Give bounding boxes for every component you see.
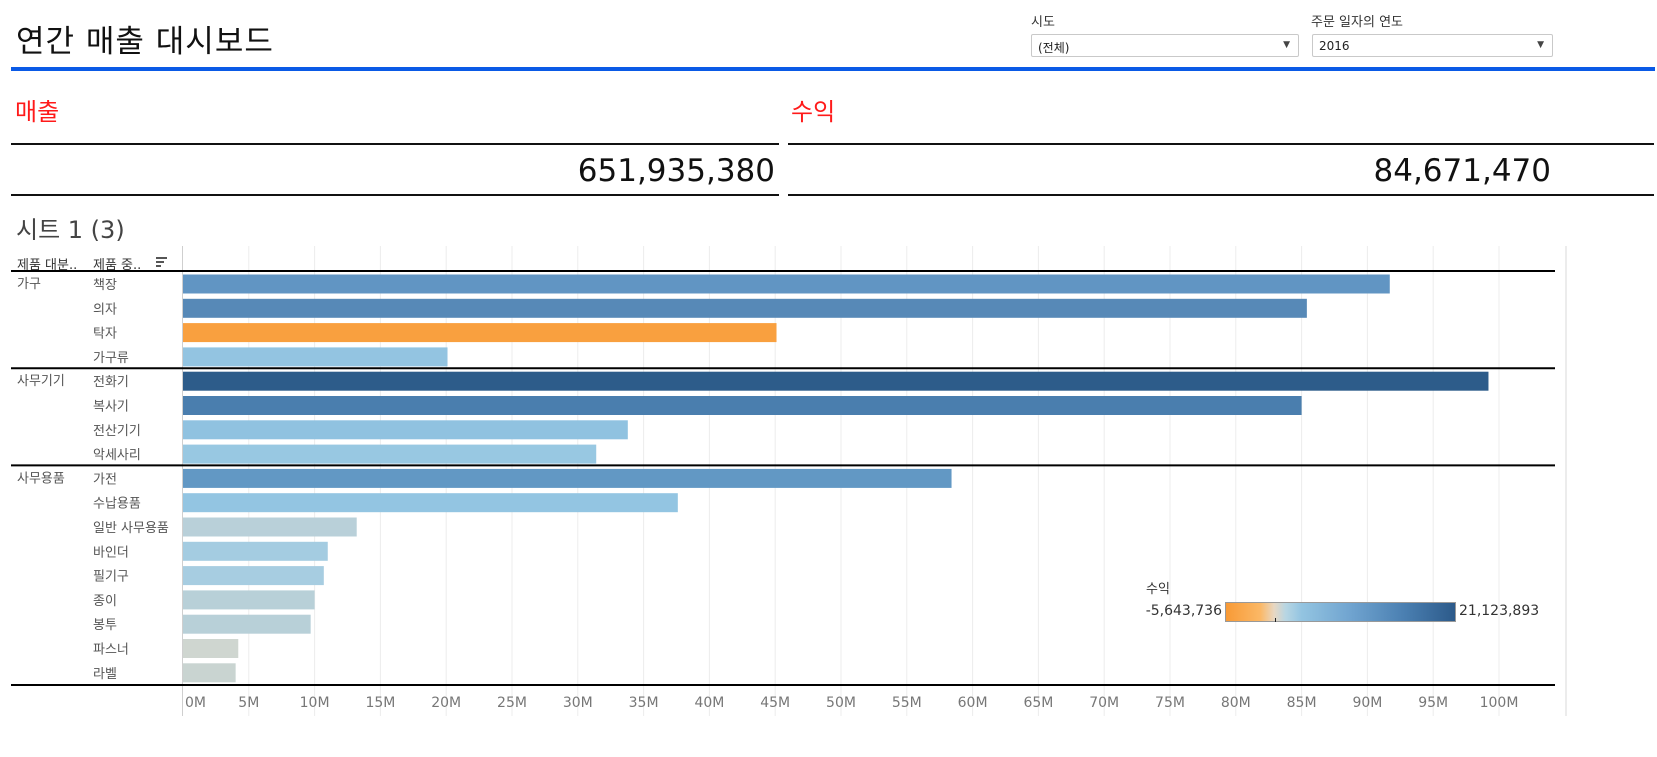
subcategory-label: 필기구 — [93, 570, 129, 585]
bar[interactable] — [183, 420, 628, 440]
category-label: 사무용품 — [17, 471, 65, 486]
kpi-profit-bottom-line — [788, 194, 1654, 196]
x-tick-label: 75M — [1155, 695, 1185, 711]
subcategory-label: 일반 사무용품 — [93, 521, 169, 536]
category-label: 가구 — [17, 277, 41, 292]
x-tick-label: 15M — [365, 695, 395, 711]
x-tick-label: 40M — [694, 695, 724, 711]
x-tick-label: 25M — [497, 695, 527, 711]
header-divider — [11, 67, 1655, 71]
kpi-profit-title: 수익 — [791, 98, 836, 126]
kpi-profit-top-line — [788, 143, 1654, 145]
subcategory-label: 가전 — [93, 472, 117, 487]
bar[interactable] — [183, 444, 597, 464]
legend-min-value: -5,643,736 — [1145, 603, 1222, 619]
kpi-profit-value: 84,671,470 — [1373, 153, 1552, 189]
bar[interactable] — [183, 347, 448, 367]
kpi-sales-bottom-line — [11, 194, 779, 196]
kpi-sales-value: 651,935,380 — [577, 153, 775, 189]
region-filter-dropdown[interactable]: (전체) ▼ — [1031, 34, 1299, 57]
x-tick-label: 80M — [1221, 695, 1251, 711]
subcategory-label: 수납용품 — [93, 497, 141, 512]
bar[interactable] — [183, 663, 236, 683]
subcategory-label: 파스너 — [93, 643, 129, 658]
bar[interactable] — [183, 566, 324, 586]
subcategory-label: 의자 — [93, 302, 117, 317]
x-tick-label: 70M — [1089, 695, 1119, 711]
filter-label-year: 주문 일자의 연도 — [1311, 15, 1403, 30]
x-tick-label: 30M — [563, 695, 593, 711]
bar[interactable] — [183, 274, 1390, 294]
chevron-down-icon: ▼ — [1283, 40, 1290, 50]
x-tick-label: 55M — [892, 695, 922, 711]
legend-zero-marker — [1275, 618, 1276, 622]
subcategory-label: 라벨 — [93, 667, 117, 682]
subcategory-label: 종이 — [93, 594, 117, 609]
year-filter-dropdown[interactable]: 2016 ▼ — [1312, 34, 1553, 57]
x-tick-label: 45M — [760, 695, 790, 711]
column-header-category[interactable]: 제품 대분.. — [17, 258, 78, 273]
x-tick-label: 60M — [958, 695, 988, 711]
subcategory-label: 전산기기 — [93, 424, 141, 439]
subcategory-label: 바인더 — [93, 545, 129, 560]
column-header-subcategory[interactable]: 제품 중.. — [93, 258, 142, 273]
filter-label-region: 시도 — [1031, 15, 1055, 30]
chevron-down-icon: ▼ — [1537, 40, 1544, 50]
bar[interactable] — [183, 323, 777, 343]
subcategory-label: 악세사리 — [93, 448, 141, 463]
subcategory-label: 전화기 — [93, 375, 129, 390]
legend-max-value: 21,123,893 — [1459, 603, 1540, 619]
year-filter-value: 2016 — [1319, 39, 1350, 53]
subcategory-label: 가구류 — [93, 351, 129, 366]
kpi-sales-top-line — [11, 143, 779, 145]
x-tick-label: 35M — [629, 695, 659, 711]
bar[interactable] — [183, 371, 1489, 391]
x-tick-label: 10M — [300, 695, 330, 711]
bar[interactable] — [183, 468, 952, 488]
kpi-sales-title: 매출 — [15, 98, 60, 126]
region-filter-value: (전체) — [1038, 41, 1070, 55]
x-tick-label: 50M — [826, 695, 856, 711]
bar[interactable] — [183, 396, 1302, 415]
x-tick-label: 20M — [431, 695, 461, 711]
subcategory-label: 탁자 — [93, 327, 117, 342]
bar[interactable] — [183, 590, 315, 610]
x-tick-label: 0M — [185, 695, 206, 711]
legend-color-ramp — [1225, 602, 1456, 622]
x-tick-label: 85M — [1287, 695, 1317, 711]
bar[interactable] — [183, 541, 328, 561]
dashboard-title: 연간 매출 대시보드 — [16, 24, 274, 60]
bar[interactable] — [183, 614, 311, 634]
subcategory-label: 복사기 — [93, 400, 129, 415]
x-tick-label: 100M — [1480, 695, 1519, 711]
x-tick-label: 95M — [1418, 695, 1448, 711]
subcategory-label: 봉투 — [93, 618, 117, 633]
x-tick-label: 5M — [238, 695, 259, 711]
legend-title: 수익 — [1146, 582, 1170, 597]
sheet-title: 시트 1 (3) — [16, 216, 125, 244]
bar[interactable] — [183, 639, 239, 658]
bar[interactable] — [183, 298, 1307, 318]
category-label: 사무기기 — [17, 374, 65, 389]
bar[interactable] — [183, 517, 357, 537]
sort-descending-icon[interactable] — [156, 257, 168, 267]
x-tick-label: 90M — [1352, 695, 1382, 711]
bar[interactable] — [183, 493, 678, 513]
x-tick-label: 65M — [1023, 695, 1053, 711]
subcategory-label: 책장 — [93, 278, 117, 293]
